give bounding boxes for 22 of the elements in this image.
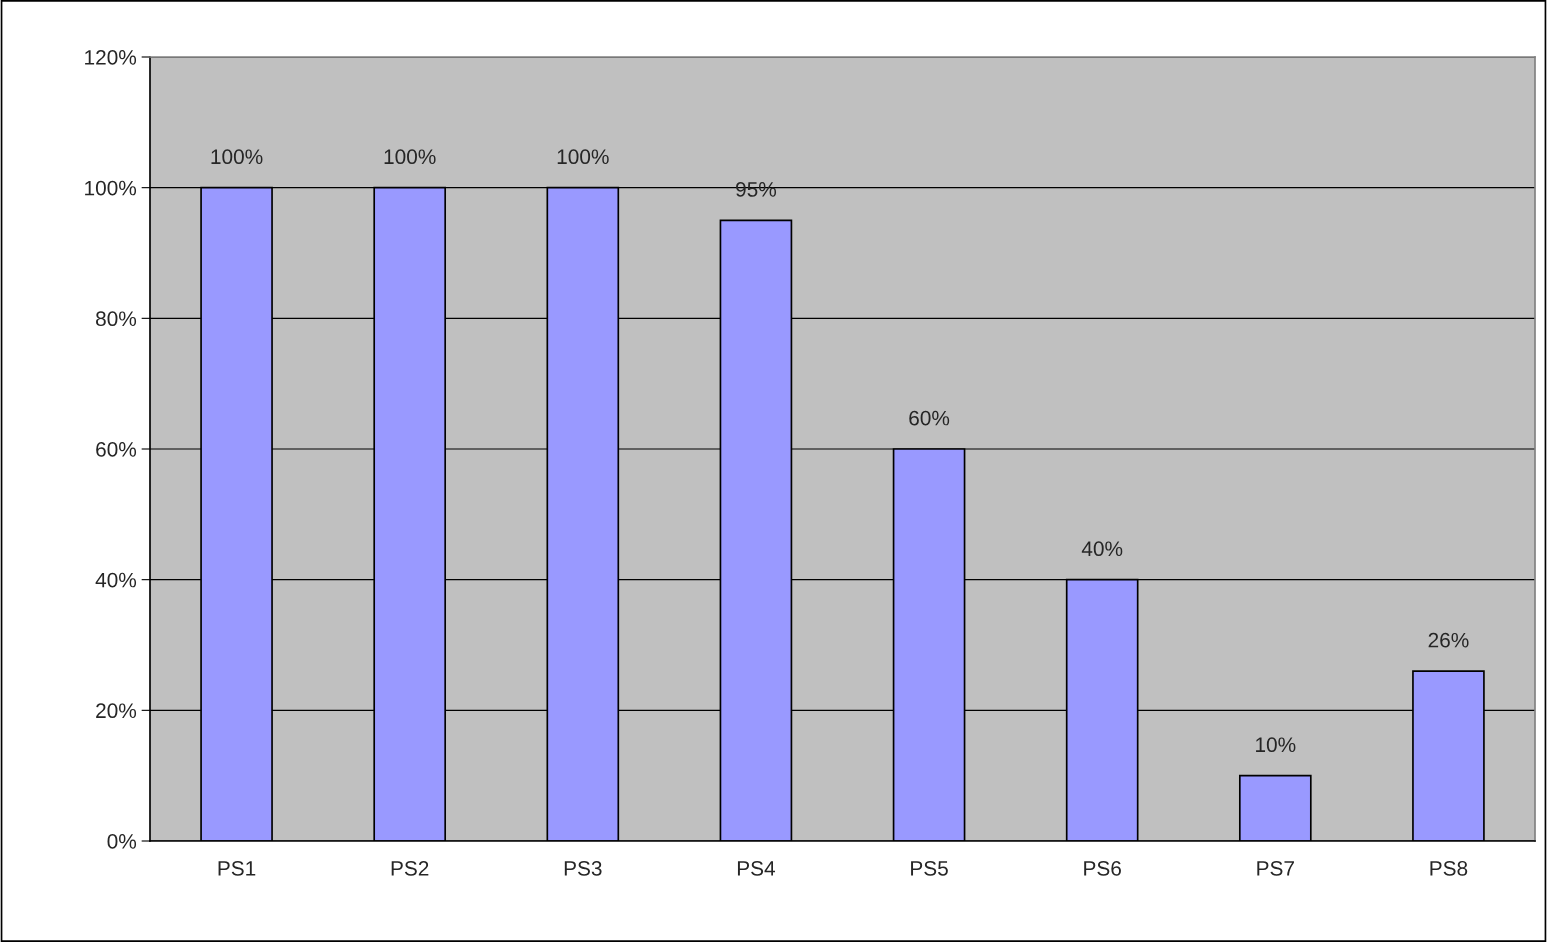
y-tick-label: 20% bbox=[96, 703, 137, 719]
x-tick-label: PS7 bbox=[1257, 860, 1294, 876]
y-tick-label: 80% bbox=[96, 311, 137, 327]
data-label: 10% bbox=[1256, 737, 1296, 753]
x-tick-label: PS5 bbox=[911, 860, 948, 876]
data-label: 100% bbox=[557, 149, 609, 165]
data-label: 40% bbox=[1081, 541, 1123, 557]
x-tick-label: PS8 bbox=[1430, 860, 1468, 876]
y-tick-label: 40% bbox=[95, 572, 137, 588]
data-label: 100% bbox=[211, 149, 263, 165]
y-tick-label: 120% bbox=[85, 50, 137, 65]
x-tick-label: PS6 bbox=[1084, 860, 1121, 876]
x-tick-label: PS4 bbox=[737, 860, 776, 876]
y-tick-label: 60% bbox=[96, 442, 137, 457]
x-tick-label: PS1 bbox=[218, 860, 256, 876]
data-label: 60% bbox=[909, 410, 950, 426]
x-tick-label: PS3 bbox=[564, 860, 602, 876]
data-label: 26% bbox=[1428, 632, 1469, 648]
data-label: 100% bbox=[384, 149, 436, 165]
x-tick-label: PS2 bbox=[391, 860, 429, 876]
y-tick-label: 0% bbox=[107, 834, 137, 849]
y-tick-label: 100% bbox=[85, 180, 137, 196]
